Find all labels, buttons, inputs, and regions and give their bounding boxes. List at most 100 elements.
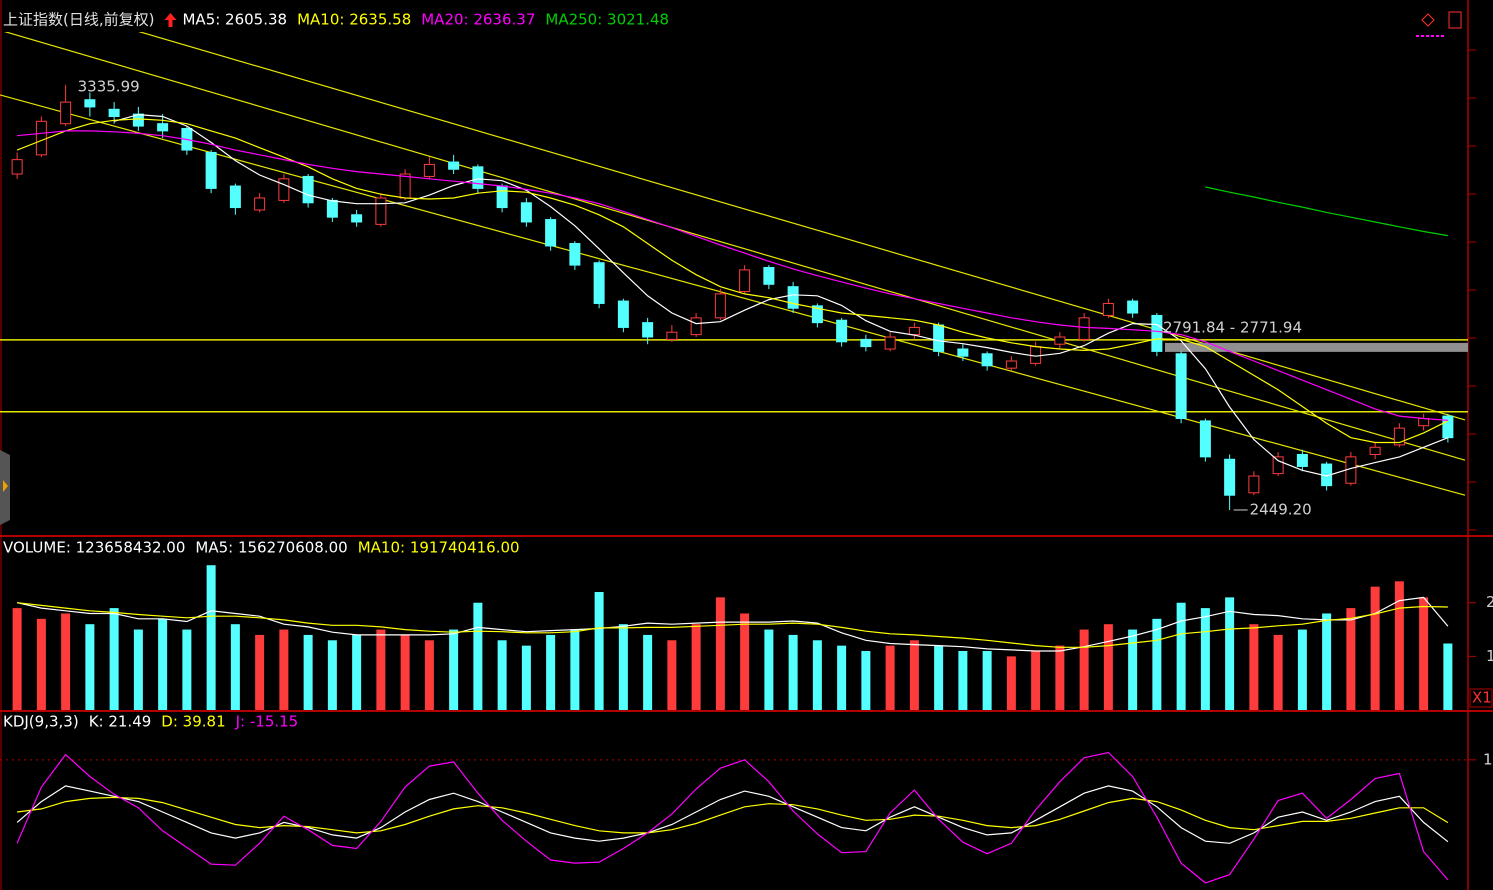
volume-bar — [521, 645, 531, 710]
candle-body — [617, 300, 629, 328]
volume-bar — [1031, 651, 1041, 710]
volume-bar — [909, 640, 919, 710]
volume-bar — [424, 640, 434, 710]
candle-body — [593, 262, 605, 304]
volume-ma-line — [17, 602, 1448, 648]
range-band — [1165, 342, 1468, 352]
high-annotation: 3335.99 — [78, 77, 140, 95]
candle-body — [569, 243, 581, 266]
candle-body — [981, 353, 993, 367]
volume-bar — [643, 634, 653, 710]
candle-body — [714, 293, 726, 319]
candle-body — [1442, 415, 1454, 439]
candle-body — [205, 151, 217, 189]
volume-bar — [618, 624, 628, 710]
candle-body — [84, 99, 96, 108]
kdj-line — [16, 751, 1449, 884]
volume-bar — [1273, 634, 1283, 710]
channel-line — [3, 32, 1466, 461]
volume-bar — [109, 608, 119, 710]
volume-bar — [1055, 645, 1065, 710]
volume-bar — [327, 640, 337, 710]
candle-body — [884, 336, 896, 350]
volume-bar — [958, 651, 968, 710]
candle-body — [448, 161, 460, 170]
volume-bar — [861, 651, 871, 710]
moving-average-line — [1205, 186, 1448, 237]
legend-entry: MA10: 2635.58 — [297, 11, 411, 29]
moving-average-line — [17, 130, 1448, 421]
volume-bar — [12, 608, 22, 710]
volume-bar — [230, 624, 240, 710]
y-tick-label: 1 — [1486, 647, 1493, 665]
volume-bar — [133, 629, 143, 710]
volume-bar — [1394, 581, 1404, 710]
volume-bar — [1346, 608, 1356, 710]
kdj-line — [16, 785, 1449, 844]
side-tab-arrow — [3, 480, 8, 492]
candle-body — [739, 269, 751, 292]
volume-bar — [206, 565, 216, 710]
volume-bar — [1128, 629, 1138, 710]
legend-entry: MA5: 156270608.00 — [195, 539, 347, 557]
unit-label: X1 — [1472, 689, 1492, 707]
panel — [12, 565, 1453, 710]
candle-body — [326, 199, 338, 218]
volume-bar — [1370, 586, 1380, 710]
candle-body — [157, 123, 169, 132]
icon-diamond[interactable] — [1421, 13, 1435, 27]
candle-body — [302, 175, 314, 204]
candle-body — [278, 178, 290, 201]
moving-average-line — [16, 118, 1449, 444]
candle-body — [1296, 453, 1308, 467]
legend-entry: MA250: 3021.48 — [545, 11, 669, 29]
candle-body — [1272, 456, 1284, 475]
candle-body — [1224, 458, 1236, 496]
legend-arrow — [164, 13, 177, 27]
candle-body — [1030, 346, 1042, 364]
candle-body — [1005, 360, 1017, 369]
y-tick-label: 2 — [1486, 593, 1493, 611]
legend-entry: MA10: 191740416.00 — [358, 539, 520, 557]
unit-box — [1469, 688, 1493, 708]
volume-bar — [400, 634, 410, 710]
volume-bar — [1152, 618, 1162, 710]
legend-entry: VOLUME: 123658432.00 — [3, 539, 185, 557]
volume-bar — [788, 634, 798, 710]
volume-bar — [61, 613, 71, 710]
volume-bar — [982, 651, 992, 710]
y-tick-label: 1 — [1483, 750, 1493, 768]
volume-bar — [182, 629, 192, 710]
candle-body — [545, 219, 557, 247]
volume-bar — [667, 640, 677, 710]
volume-bar — [1322, 613, 1332, 710]
icon-window[interactable] — [1448, 11, 1462, 29]
volume-bar — [1225, 597, 1235, 710]
indicator-title: KDJ(9,3,3) — [3, 713, 79, 731]
volume-bar — [1419, 597, 1429, 710]
candle-body — [836, 319, 848, 343]
kdj-line — [17, 796, 1449, 834]
legend-entry: K: 21.49 — [89, 713, 152, 731]
candle-body — [423, 163, 435, 177]
volume-bar — [570, 629, 580, 710]
candle-body — [811, 305, 823, 324]
candle-body — [1127, 300, 1139, 314]
volume-bar — [546, 634, 556, 710]
volume-bar — [1103, 624, 1113, 710]
candle-body — [351, 214, 363, 223]
volume-bar — [279, 629, 289, 710]
legend-entry: MA5: 2605.38 — [182, 11, 287, 29]
candle-body — [496, 185, 508, 209]
candle-body — [957, 348, 969, 357]
candle-body — [229, 185, 241, 209]
candle-body — [1199, 420, 1211, 458]
candle-body — [1102, 302, 1114, 316]
legend-entry: D: 39.81 — [161, 713, 225, 731]
volume-bar — [473, 602, 483, 710]
candle-body — [787, 286, 799, 309]
volume-bar — [885, 645, 895, 710]
volume-bar — [594, 592, 604, 710]
volume-bar — [1006, 656, 1016, 710]
volume-bar — [691, 624, 701, 710]
